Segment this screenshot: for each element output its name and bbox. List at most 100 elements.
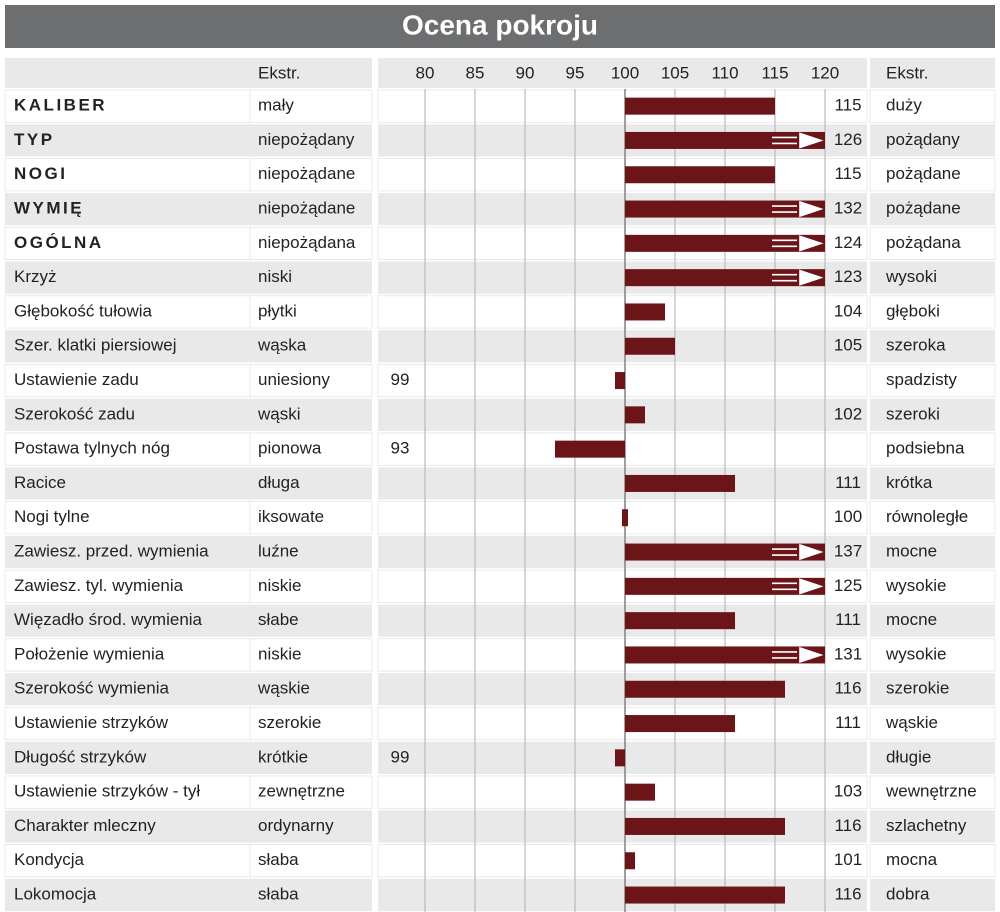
value-label: 99 (391, 370, 410, 389)
cell-bg (870, 467, 995, 500)
bar (625, 852, 635, 870)
cell-bg (870, 330, 995, 363)
right-extreme: krótka (886, 473, 933, 492)
value-label: 102 (834, 404, 862, 423)
cell-bg (5, 741, 250, 774)
bar (625, 886, 785, 904)
left-extreme: iksowate (258, 507, 324, 526)
cell-bg (378, 398, 867, 431)
cell-bg (4, 638, 251, 672)
right-header: Ekstr. (886, 63, 929, 82)
category-label: Racice (14, 473, 66, 492)
left-extreme: pionowa (258, 439, 322, 458)
cell-bg (5, 330, 250, 363)
x-tick-label: 95 (566, 63, 585, 82)
bar (625, 97, 775, 115)
category-label: Ustawienie strzyków - tył (14, 782, 200, 801)
cell-bg (870, 741, 995, 774)
left-extreme: słaba (258, 850, 299, 869)
x-tick-label: 120 (811, 63, 839, 82)
cell-bg (377, 158, 868, 192)
left-extreme: wąski (257, 404, 301, 423)
cell-bg (377, 775, 868, 809)
cell-bg (870, 535, 995, 569)
right-extreme: dobra (886, 885, 930, 904)
cell-bg (249, 226, 373, 260)
value-label: 111 (835, 610, 861, 629)
x-tick-label: 115 (761, 63, 788, 82)
value-label: 115 (834, 164, 861, 183)
cell-bg (378, 330, 867, 363)
category-label: Lokomocja (14, 885, 97, 904)
category-label: Szerokość wymienia (14, 679, 169, 698)
cell-bg (249, 844, 373, 878)
bar (625, 234, 825, 252)
cell-bg (869, 569, 996, 603)
cell-bg (250, 535, 372, 569)
value-label: 115 (834, 96, 861, 115)
cell-bg (869, 158, 996, 192)
value-label: 125 (834, 576, 862, 595)
cell-bg (869, 638, 996, 672)
x-tick-label: 110 (711, 63, 738, 82)
cell-bg (870, 398, 995, 431)
bar (555, 440, 625, 458)
cell-bg (250, 878, 372, 912)
cell-bg (249, 501, 373, 535)
cell-bg (4, 707, 251, 741)
right-extreme: pożądane (886, 164, 961, 183)
value-label: 100 (834, 507, 862, 526)
cell-bg (378, 673, 867, 706)
right-extreme: szeroki (886, 404, 940, 423)
cell-bg (250, 673, 372, 706)
cell-bg (250, 330, 372, 363)
x-tick-label: 90 (516, 63, 535, 82)
right-extreme: podsiebna (886, 439, 965, 458)
overflow-arrow (772, 543, 824, 561)
category-label: TYP (14, 130, 55, 149)
cell-bg (377, 89, 868, 123)
category-label: Krzyż (14, 267, 57, 286)
cell-bg (378, 58, 867, 88)
bar (625, 577, 825, 595)
bar (615, 372, 625, 390)
cell-bg (869, 707, 996, 741)
cell-bg (250, 810, 372, 843)
category-label: Długość strzyków (14, 747, 147, 766)
category-label: OGÓLNA (14, 233, 104, 252)
cell-bg (869, 432, 996, 466)
category-label: Postawa tylnych nóg (14, 439, 170, 458)
cell-bg (4, 775, 251, 809)
cell-bg (5, 398, 250, 431)
cell-bg (249, 638, 373, 672)
cell-bg (869, 775, 996, 809)
x-tick-label: 80 (416, 63, 435, 82)
cell-bg (870, 604, 995, 637)
left-extreme: słaba (258, 885, 299, 904)
cell-bg (5, 124, 250, 157)
cell-bg (249, 569, 373, 603)
right-extreme: pożądana (886, 233, 961, 252)
left-extreme: wąska (257, 336, 307, 355)
left-extreme: zewnętrzne (258, 782, 345, 801)
cell-bg (250, 192, 372, 226)
category-label: Zawiesz. tyl. wymienia (14, 576, 184, 595)
cell-bg (5, 58, 250, 88)
cell-bg (249, 295, 373, 329)
cell-bg (870, 261, 995, 294)
value-label: 105 (834, 336, 862, 355)
cell-bg (5, 261, 250, 294)
right-extreme: wysoki (885, 267, 937, 286)
cell-bg (870, 58, 995, 88)
overflow-arrow (772, 646, 824, 664)
right-extreme: głęboki (886, 301, 940, 320)
right-extreme: szerokie (886, 679, 949, 698)
bar (625, 200, 825, 218)
cell-bg (4, 89, 251, 123)
category-label: Głębokość tułowia (14, 301, 153, 320)
cell-bg (869, 844, 996, 878)
x-tick-label: 105 (661, 63, 689, 82)
value-label: 103 (834, 782, 862, 801)
category-label: Ustawienie strzyków (14, 713, 169, 732)
